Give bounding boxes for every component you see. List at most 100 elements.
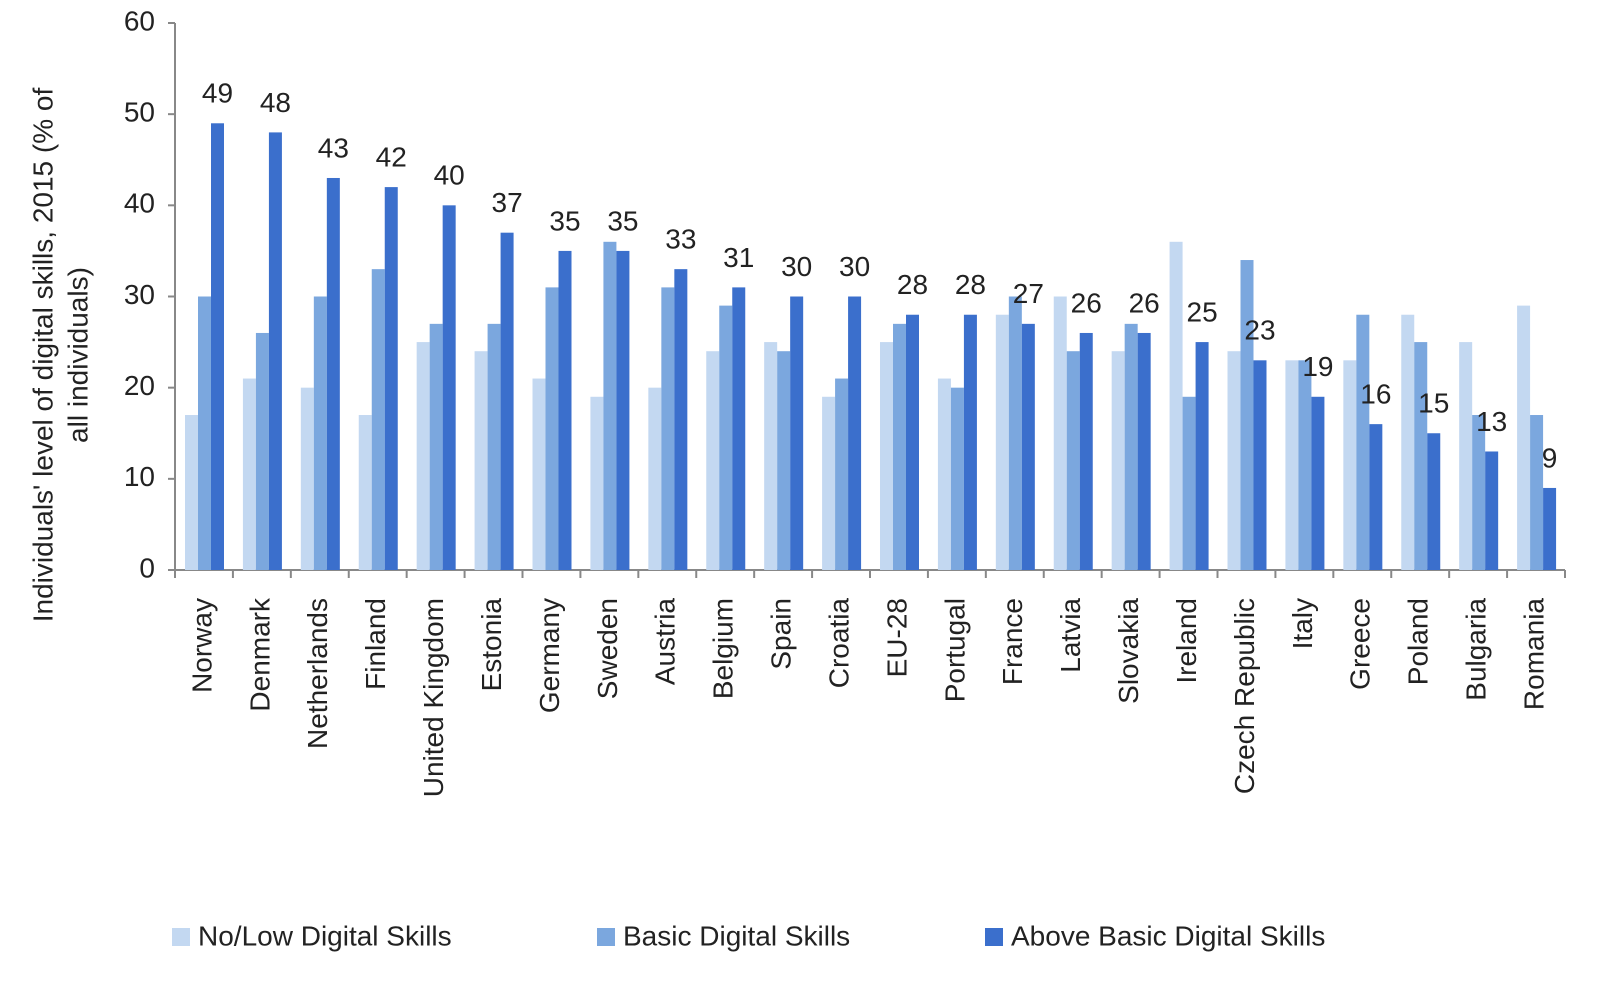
y-tick-label: 50: [124, 97, 155, 128]
bar: [848, 296, 862, 570]
bar: [1517, 305, 1531, 570]
bar: [268, 132, 282, 570]
y-axis-title: Individuals' level of digital skills, 20…: [27, 88, 58, 623]
bar: [995, 314, 1009, 570]
data-label: 30: [839, 251, 870, 282]
data-label: 13: [1476, 406, 1507, 437]
bar: [1137, 332, 1151, 570]
bar: [326, 177, 340, 570]
legend-label: No/Low Digital Skills: [198, 920, 452, 951]
bar: [893, 323, 906, 570]
y-tick-label: 0: [139, 552, 155, 583]
x-tick-label: Sweden: [592, 598, 623, 699]
data-label: 19: [1302, 351, 1333, 382]
bar: [1298, 360, 1312, 570]
bar: [1343, 360, 1357, 570]
bar: [1530, 415, 1544, 570]
bar: [674, 269, 688, 570]
bar: [950, 387, 964, 570]
data-label: 28: [955, 269, 986, 300]
data-label: 31: [723, 242, 754, 273]
x-tick-label: Spain: [766, 598, 797, 670]
bar: [1285, 360, 1299, 570]
x-tick-label: United Kingdom: [418, 598, 449, 797]
bar: [416, 342, 430, 570]
bar: [1369, 424, 1383, 570]
bar: [790, 296, 804, 570]
bar: [1472, 415, 1486, 570]
bar: [1240, 260, 1254, 570]
bar: [429, 323, 443, 570]
bar: [198, 296, 211, 570]
bar: [1021, 323, 1035, 570]
bar: [835, 378, 849, 570]
x-tick-label: Greece: [1345, 598, 1376, 690]
x-tick-label: Bulgaria: [1461, 598, 1492, 701]
bar: [1427, 433, 1441, 570]
bar: [1008, 296, 1022, 570]
data-label: 33: [665, 224, 696, 255]
bar: [706, 351, 720, 570]
bar: [185, 415, 198, 570]
bar: [1401, 314, 1415, 570]
data-label: 27: [1013, 278, 1044, 309]
x-tick-label: Netherlands: [302, 598, 333, 749]
bar: [1195, 342, 1209, 570]
x-tick-label: Finland: [360, 598, 391, 690]
bar: [732, 287, 746, 570]
data-label: 40: [434, 160, 465, 191]
bar: [487, 323, 501, 570]
data-label: 26: [1129, 287, 1160, 318]
x-tick-label: Estonia: [476, 598, 507, 692]
bar: [880, 342, 893, 570]
x-tick-label: Italy: [1287, 598, 1318, 649]
x-tick-label: Croatia: [823, 598, 854, 689]
data-label: 23: [1244, 315, 1275, 346]
bar: [661, 287, 675, 570]
legend-swatch: [985, 928, 1003, 946]
bar: [1253, 360, 1267, 570]
data-label: 43: [318, 132, 349, 163]
bar: [313, 296, 327, 570]
bar: [1066, 351, 1080, 570]
bar: [937, 378, 951, 570]
bar: [590, 396, 604, 570]
bar: [358, 415, 372, 570]
bar: [1111, 351, 1125, 570]
bar: [1053, 296, 1067, 570]
legend-label: Above Basic Digital Skills: [1011, 920, 1325, 951]
y-tick-label: 60: [124, 5, 155, 36]
data-label: 30: [781, 251, 812, 282]
x-tick-label: France: [997, 598, 1028, 685]
data-label: 15: [1418, 388, 1449, 419]
bar: [1182, 396, 1196, 570]
legend-swatch: [172, 928, 190, 946]
y-tick-label: 20: [124, 370, 155, 401]
data-label: 16: [1360, 379, 1391, 410]
bar: [1459, 342, 1473, 570]
x-tick-label: Czech Republic: [1229, 598, 1260, 794]
x-tick-label: Denmark: [244, 597, 275, 712]
bar: [1356, 314, 1370, 570]
bar: [532, 378, 546, 570]
x-tick-label: Germany: [534, 598, 565, 713]
bar: [1414, 342, 1428, 570]
bar: [777, 351, 791, 570]
legend-swatch: [597, 928, 615, 946]
data-label: 48: [260, 87, 291, 118]
data-label: 35: [549, 205, 580, 236]
x-tick-label: Portugal: [939, 598, 970, 702]
x-tick-label: Latvia: [1055, 598, 1086, 673]
bar: [1485, 451, 1499, 570]
x-tick-label: EU-28: [881, 598, 912, 677]
bar: [384, 187, 398, 570]
data-label: 28: [897, 269, 928, 300]
bar: [500, 232, 514, 570]
x-tick-label: Norway: [186, 598, 217, 693]
data-label: 49: [202, 78, 233, 109]
bar: [963, 314, 977, 570]
data-label: 42: [376, 141, 407, 172]
bar: [648, 387, 662, 570]
bar: [442, 205, 456, 571]
